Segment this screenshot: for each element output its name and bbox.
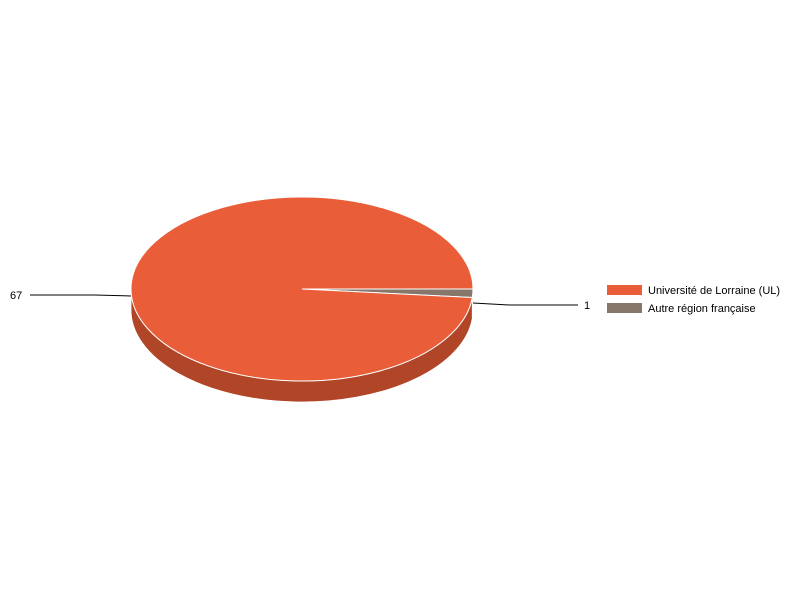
data-label: 67 [10, 290, 22, 302]
legend-swatch [607, 285, 642, 295]
legend-label: Autre région française [648, 303, 756, 315]
legend: Université de Lorraine (UL) Autre région … [607, 285, 780, 315]
label-leader-line [472, 302, 578, 306]
pie-slices [130, 196, 474, 382]
data-labels: 67 1 [10, 290, 590, 312]
legend-label: Université de Lorraine (UL) [648, 285, 780, 297]
legend-swatch [607, 303, 642, 313]
label-leader-line [30, 294, 132, 297]
data-label: 1 [584, 300, 590, 312]
pie-slice[interactable] [130, 196, 474, 382]
